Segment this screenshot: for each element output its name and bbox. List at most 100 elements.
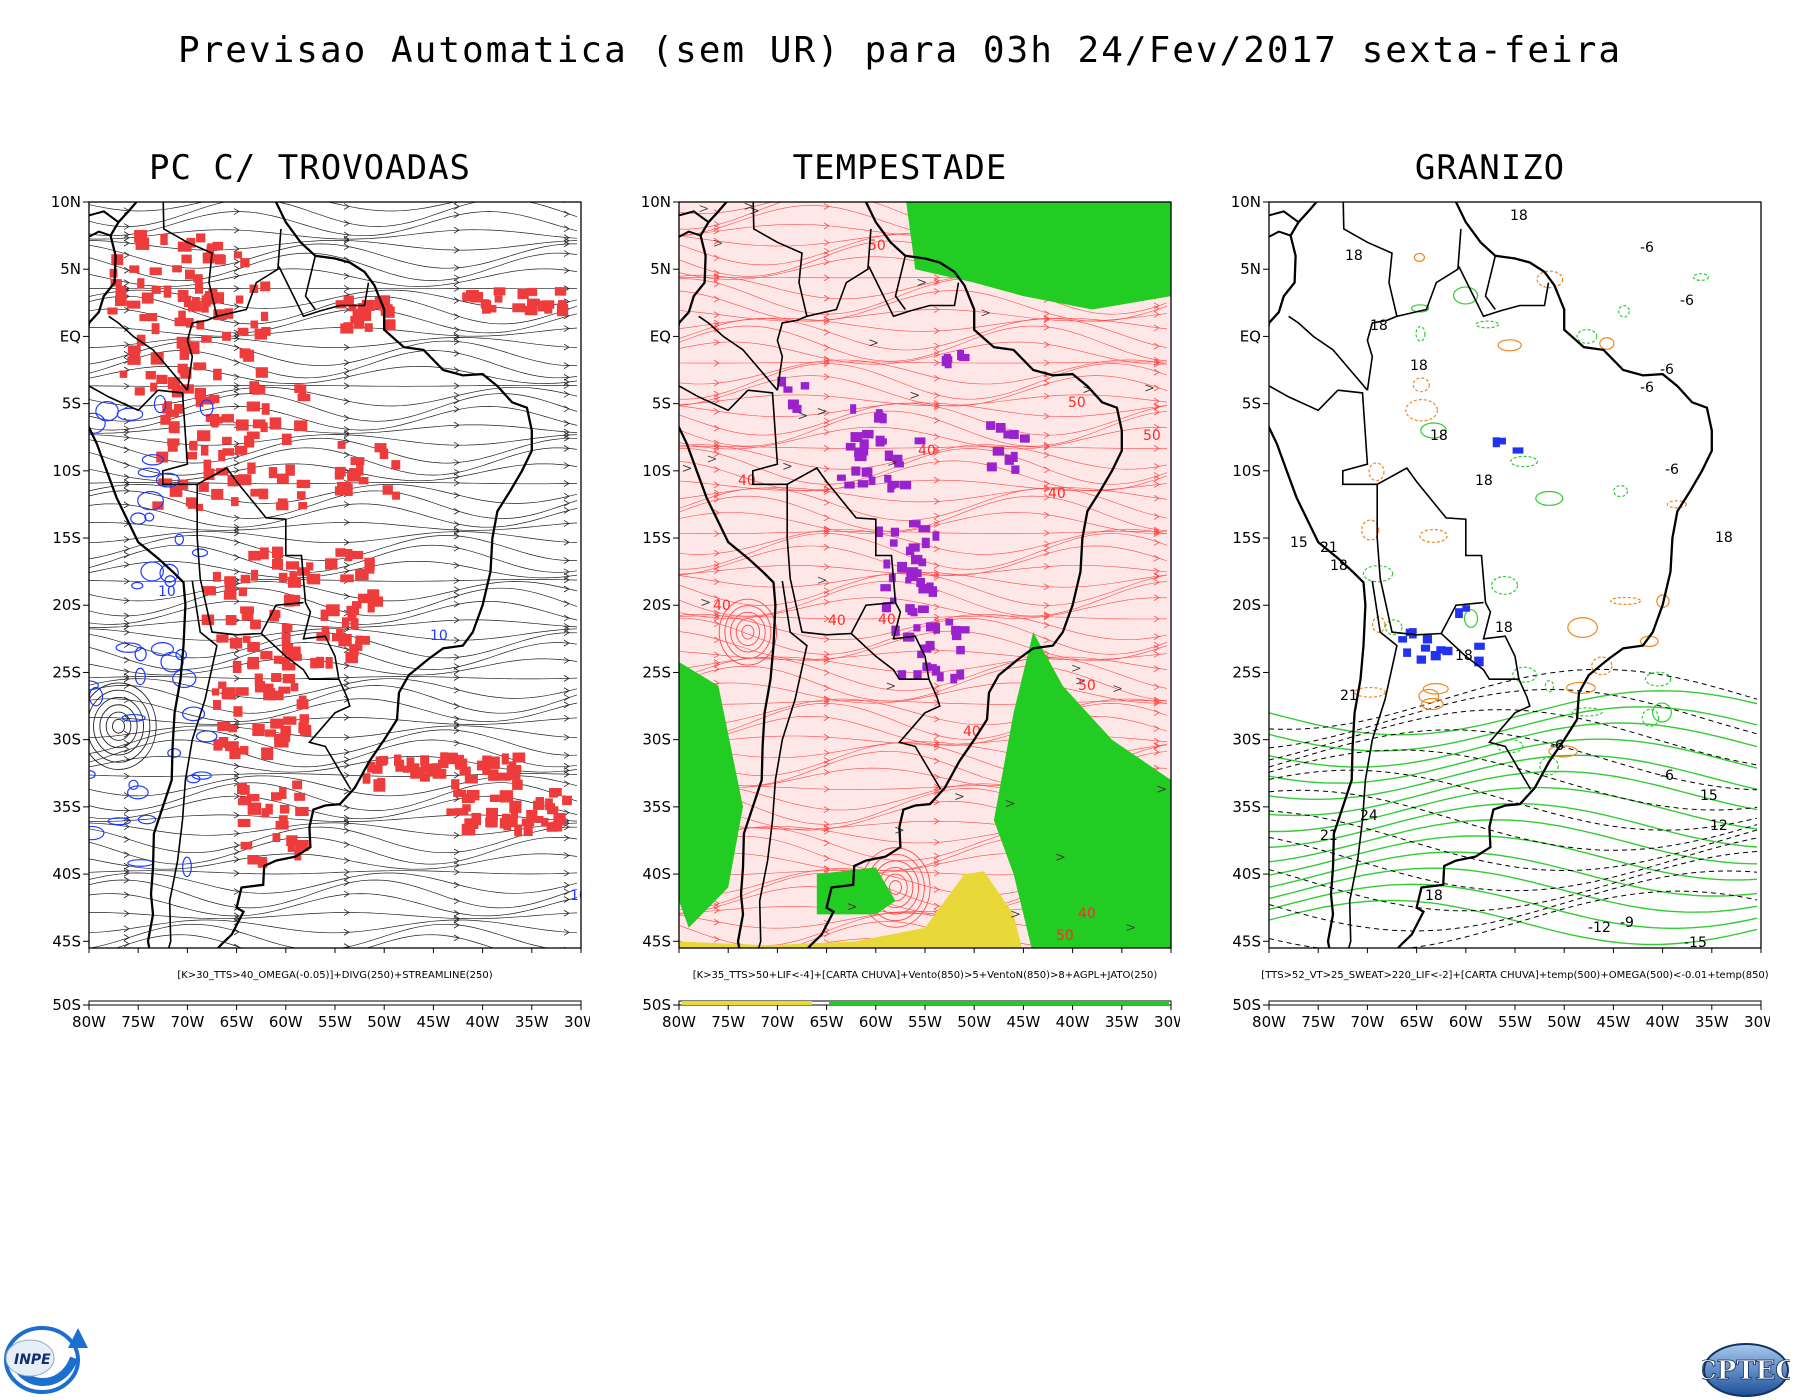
storm-area	[986, 462, 997, 472]
thunderstorm-area	[150, 382, 158, 392]
thunderstorm-area	[503, 817, 513, 827]
wind-barb	[955, 793, 964, 800]
thunderstorm-area	[212, 571, 221, 582]
omega-contour	[1422, 683, 1449, 695]
contour-label: -6	[1665, 462, 1679, 478]
divergence-contour	[167, 748, 182, 758]
thunderstorm-area	[349, 644, 359, 656]
thunderstorm-area	[174, 317, 187, 327]
thunderstorm-area	[292, 646, 301, 657]
omega-contour	[1641, 708, 1660, 727]
political-boundary	[752, 202, 872, 318]
thunderstorm-area	[298, 384, 307, 396]
omega-contour	[1413, 252, 1426, 263]
lon-tick-label: 50W	[1547, 1013, 1581, 1031]
coastline	[89, 210, 120, 224]
divergence-contour	[153, 394, 167, 414]
thunderstorm-area	[211, 292, 225, 304]
rain-chart-area	[679, 871, 1022, 948]
storm-area	[787, 399, 799, 410]
thunderstorm-area	[261, 327, 271, 336]
thunderstorm-area	[244, 435, 255, 448]
thunderstorm-area	[110, 279, 122, 287]
omega-contour	[1368, 462, 1385, 482]
thunderstorm-area	[364, 323, 373, 332]
lat-tick-label: 15S	[1232, 529, 1261, 547]
lon-tick-label: 40W	[1056, 1013, 1090, 1031]
storm-area	[951, 633, 962, 641]
hail-area	[1492, 437, 1500, 448]
thunderstorm-area	[346, 605, 359, 616]
storm-area	[857, 480, 869, 488]
political-boundary	[1347, 580, 1398, 948]
divergence-contour	[121, 713, 146, 722]
political-boundary	[304, 255, 317, 310]
coastline	[1269, 202, 1713, 948]
thunderstorm-area	[243, 349, 255, 362]
political-boundary	[679, 384, 749, 412]
omega-contour	[1361, 519, 1380, 541]
storm-area	[876, 526, 883, 538]
thunderstorm-area	[348, 304, 357, 312]
thunderstorm-area	[376, 757, 387, 766]
thunderstorm-area	[225, 742, 236, 752]
thunderstorm-area	[222, 331, 231, 341]
divergence-contour	[134, 667, 146, 686]
storm-area	[859, 439, 869, 450]
storm-area	[1003, 430, 1010, 439]
hail-area	[1416, 655, 1427, 664]
thunderstorm-area	[288, 653, 302, 661]
divergence-contour	[174, 533, 185, 546]
contour-label: 40	[1176, 663, 1180, 679]
storm-area	[959, 353, 970, 362]
lat-tick-label: 5N	[650, 260, 671, 278]
thunderstorm-area	[195, 398, 204, 407]
thunderstorm-area	[332, 633, 344, 642]
coastline	[679, 210, 710, 224]
temp-850-contour	[1269, 770, 1758, 817]
contour-label: 21	[1320, 540, 1338, 556]
thunderstorm-area	[250, 320, 259, 329]
thunderstorm-area	[342, 617, 350, 628]
storm-area	[914, 437, 926, 445]
omega-contour	[1475, 320, 1500, 329]
map-layers: 18 -6 -6 18 18 18 18 -6 -6 18 21 18 -6 15 18 21 -6 15 12 24…	[1269, 202, 1758, 948]
thunderstorm-area	[351, 550, 364, 560]
political-boundary	[162, 202, 282, 318]
temp-850-contour	[1269, 754, 1758, 801]
thunderstorm-area	[280, 725, 291, 736]
thunderstorm-area	[383, 319, 396, 331]
divergence-contour	[164, 575, 177, 588]
thunderstorm-area	[296, 699, 309, 710]
thunderstorm-area	[459, 766, 471, 775]
hail-area	[1403, 648, 1412, 657]
lat-tick-label: 25S	[52, 663, 81, 681]
main-title: Previsao Automatica (sem UR) para 03h 24…	[177, 30, 1623, 71]
divergence-contour	[130, 512, 147, 525]
thunderstorm-area	[171, 385, 185, 398]
storm-area	[890, 597, 897, 605]
coastline	[679, 202, 1123, 948]
panel-caption: [K>35_TTS>50+LIF<-4]+[CARTA CHUVA]+Vento…	[693, 970, 1158, 981]
map-svg: 10 10 10 10N 5N EQ 5S 10S 15S 20S 25S 30S 35S 40S 45S 5…	[51, 193, 590, 1031]
lon-tick-label: 75W	[711, 1013, 745, 1031]
lat-tick-label: 45S	[1232, 932, 1261, 950]
omega-contour	[1539, 756, 1559, 776]
thunderstorm-area	[107, 307, 118, 315]
contour-label: 40	[1048, 486, 1066, 502]
omega-contour	[1591, 656, 1613, 676]
thunderstorm-area	[158, 478, 173, 487]
thunderstorm-area	[238, 474, 252, 486]
divergence-contour	[137, 814, 157, 825]
thunderstorm-area	[310, 657, 318, 669]
thunderstorm-area	[517, 288, 529, 300]
lat-tick-label: 35S	[642, 798, 671, 816]
thunderstorm-area	[240, 841, 253, 850]
political-boundary	[1366, 315, 1398, 391]
storm-area	[844, 481, 855, 489]
thunderstorm-area	[461, 823, 476, 836]
thunderstorm-area	[260, 650, 273, 660]
thunderstorm-area	[420, 773, 430, 782]
lon-tick-label: 65W	[810, 1013, 844, 1031]
lon-tick-label: 70W	[170, 1013, 204, 1031]
